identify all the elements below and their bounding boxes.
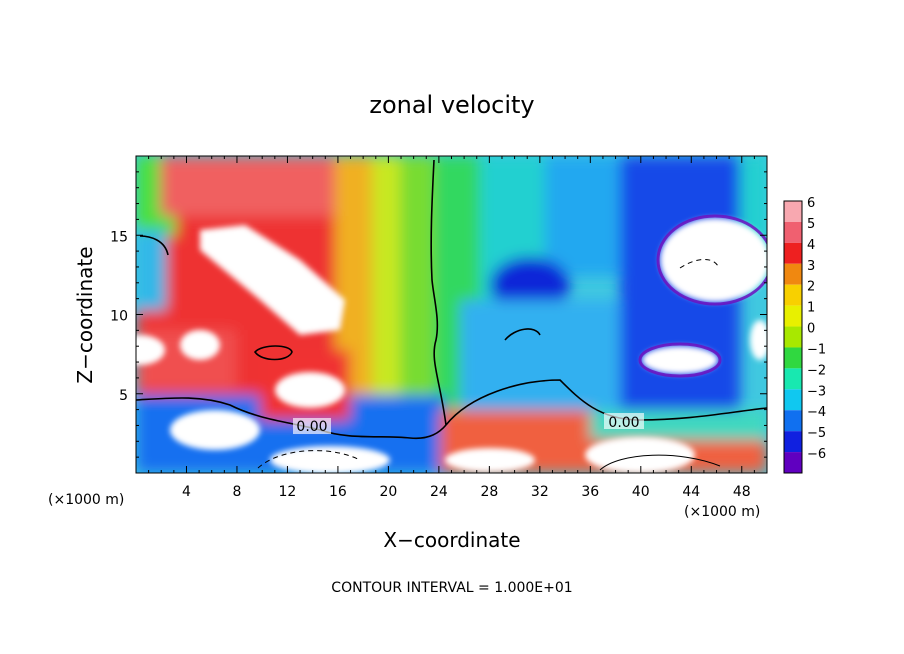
chart-title: zonal velocity xyxy=(369,91,534,119)
colorbar-label: 2 xyxy=(807,280,815,295)
colorbar-swatch xyxy=(784,410,802,432)
colorbar-swatch xyxy=(784,221,802,243)
colorbar: 6 5 4 3 2 1 0 −1 −2 −3 −4 −5 −6 xyxy=(783,196,826,474)
contour-label: 0.00 xyxy=(296,419,327,435)
colorbar-label: −1 xyxy=(807,342,826,357)
colorbar-swatch xyxy=(784,305,802,327)
colorbar-label: −3 xyxy=(807,384,826,399)
x-unit-right: (×1000 m) xyxy=(684,504,760,520)
colorbar-swatch xyxy=(784,201,802,222)
contour-interval: CONTOUR INTERVAL = 1.000E+01 xyxy=(331,580,572,596)
x-tick-label: 24 xyxy=(430,484,448,500)
x-tick-label: 44 xyxy=(682,484,700,500)
x-unit-left: (×1000 m) xyxy=(48,492,124,508)
x-tick-label: 16 xyxy=(329,484,347,500)
colorbar-swatch xyxy=(784,326,802,348)
x-tick-label: 28 xyxy=(480,484,498,500)
colorbar-frame xyxy=(783,200,803,474)
colorbar-label: 6 xyxy=(807,196,815,211)
x-tick-label: 8 xyxy=(232,484,241,500)
colorbar-swatch xyxy=(784,263,802,285)
colorbar-label: 0 xyxy=(807,322,815,337)
colorbar-label: 4 xyxy=(807,238,815,253)
colorbar-swatch xyxy=(784,368,802,390)
y-axis: 5 10 15 xyxy=(110,171,767,458)
x-tick-label: 4 xyxy=(182,484,191,500)
x-tick-label: 12 xyxy=(279,484,297,500)
y-tick-label: 10 xyxy=(110,309,128,325)
x-axis-title: X−coordinate xyxy=(383,528,520,552)
x-tick-label: 36 xyxy=(581,484,599,500)
x-tick-label: 40 xyxy=(632,484,650,500)
y-tick-label: 5 xyxy=(119,388,128,404)
colorbar-swatch xyxy=(784,431,802,453)
colorbar-label: −2 xyxy=(807,363,826,378)
colorbar-label: −4 xyxy=(807,405,826,420)
colorbar-label: 1 xyxy=(807,301,815,316)
colorbar-swatch xyxy=(784,242,802,264)
x-tick-label: 32 xyxy=(531,484,549,500)
colorbar-swatch xyxy=(784,347,802,369)
contour-lines xyxy=(136,159,767,440)
y-axis-title: Z−coordinate xyxy=(73,246,97,383)
colorbar-label: 5 xyxy=(807,217,815,232)
colorbar-label: −5 xyxy=(807,426,826,441)
colorbar-label: −6 xyxy=(807,447,826,462)
colorbar-swatch xyxy=(784,452,802,473)
heatmap-field xyxy=(136,156,767,473)
colorbar-swatch xyxy=(784,284,802,306)
x-tick-label: 20 xyxy=(379,484,397,500)
x-axis: 4 8 12 16 20 24 28 32 36 40 44 48 xyxy=(148,156,755,500)
y-tick-label: 15 xyxy=(110,229,128,245)
colorbar-label: 3 xyxy=(807,259,815,274)
x-tick-label: 48 xyxy=(733,484,751,500)
contour-label: 0.00 xyxy=(608,415,639,431)
colorbar-swatch xyxy=(784,389,802,411)
